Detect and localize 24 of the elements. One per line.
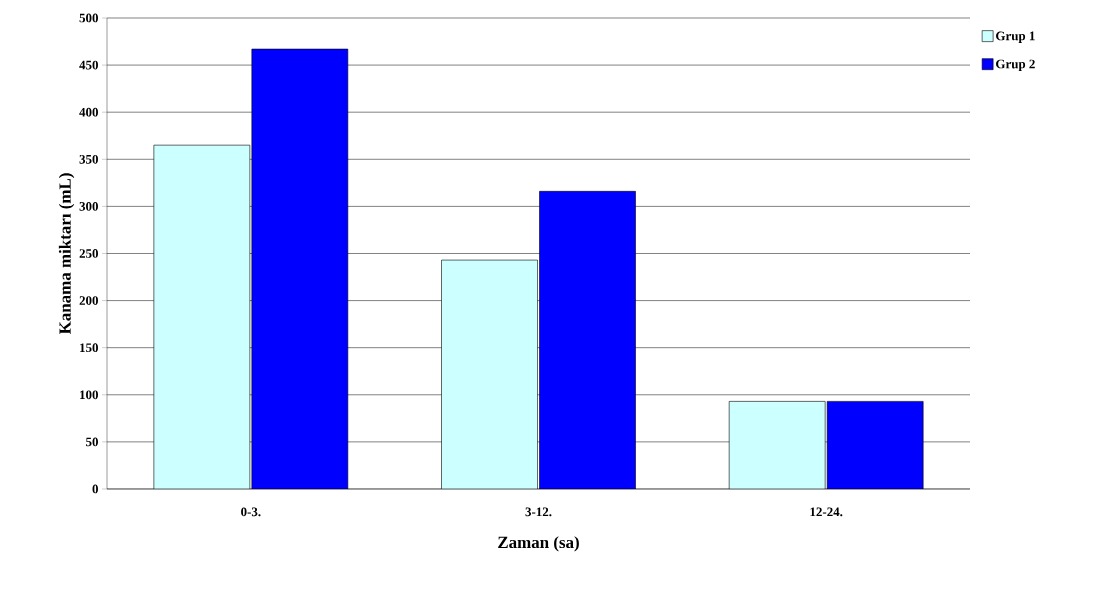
y-tick-label: 500 [79, 13, 98, 23]
bar [539, 191, 636, 489]
x-axis-title: Zaman (sa) [498, 536, 579, 552]
y-tick-label: 450 [79, 60, 98, 70]
y-tick-label: 200 [79, 296, 98, 305]
x-tick-label: 12-24. [810, 507, 843, 517]
x-tick-label: 3-12. [525, 507, 552, 517]
y-tick-label: 250 [79, 249, 98, 258]
legend-label: Grup 2 [996, 59, 1035, 71]
bar [251, 48, 349, 489]
bar [728, 401, 826, 489]
legend-label: Grup 1 [996, 31, 1035, 43]
y-tick-label: 350 [79, 154, 98, 164]
y-tick-label: 300 [79, 202, 98, 211]
y-tick-label: 400 [79, 107, 98, 117]
bar [826, 401, 924, 489]
y-tick-label: 100 [80, 390, 98, 400]
y-tick-label: 50 [86, 437, 98, 447]
y-tick-label: 150 [80, 343, 98, 353]
y-axis-title: Kanama miktarı (mL) [58, 173, 75, 335]
bar [153, 144, 251, 489]
x-tick-label: 0-3. [241, 507, 261, 517]
bar [441, 259, 538, 489]
y-tick-label: 0 [92, 484, 98, 494]
